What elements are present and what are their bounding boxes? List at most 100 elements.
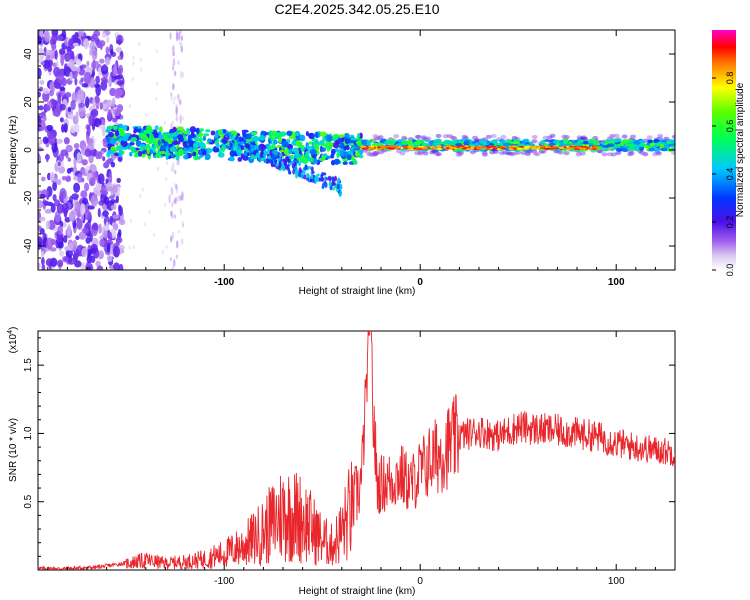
spectrogram-cell (181, 238, 184, 245)
spectrogram-cell (334, 175, 337, 182)
spectrogram-cell (174, 139, 178, 146)
spectrogram-cell (140, 133, 148, 140)
spectrogram-cell (177, 60, 180, 65)
spectrogram-cell (165, 177, 168, 182)
spectrogram-cell (357, 133, 361, 139)
spectrogram-cell (228, 140, 232, 144)
spectrogram-cell (531, 135, 538, 139)
spectrogram-cell (118, 218, 126, 226)
spectrogram-cell (180, 70, 183, 79)
spectrogram-cell (209, 148, 214, 152)
spectrogram-cell (383, 145, 391, 148)
spectrogram-cell (338, 134, 346, 138)
spectrogram-cell (308, 132, 315, 140)
spectrogram-cell (73, 182, 81, 193)
spectrogram-cell (530, 146, 535, 149)
spectrogram-cell (342, 161, 348, 166)
spectrogram-cell (56, 138, 63, 144)
spectrogram-cell (480, 141, 486, 144)
spectrogram-cell (52, 181, 57, 192)
spectrogram-cell (52, 194, 57, 202)
spectrogram-cell (299, 134, 304, 140)
spectrogram-cell (98, 66, 102, 77)
spectrogram-cell (535, 145, 540, 148)
spectrogram-cell (84, 182, 90, 192)
spectrogram-cell (339, 153, 345, 157)
spectrogram-cell (464, 145, 470, 148)
spectrogram-cell (179, 114, 182, 124)
spectrogram-cell (39, 139, 43, 145)
spectrogram-cell (172, 161, 175, 172)
spectrogram-cell (258, 135, 266, 141)
spectrogram-cell (490, 133, 497, 138)
spectrogram-cell (106, 242, 111, 253)
spectrogram-cell (266, 147, 270, 154)
spectrogram-cell (677, 144, 684, 148)
colorbar-tick-label: 0.8 (725, 72, 735, 85)
spectrogram-cell (138, 150, 143, 157)
spectrogram-cell (97, 207, 101, 218)
spectrogram-cell (99, 239, 106, 247)
spectrogram-cell (99, 42, 103, 51)
spectrogram-cell (415, 147, 419, 150)
spectrogram-cell (603, 148, 608, 152)
spectrogram-cell (531, 139, 538, 144)
spectrogram-cell (326, 155, 331, 159)
spectrogram-cell (129, 141, 135, 146)
spectrogram-cell (274, 151, 278, 158)
spectrogram-cell (298, 150, 302, 155)
spectrogram-cell (243, 139, 247, 145)
spectrogram-cell (122, 124, 128, 131)
spectrogram-cell (81, 159, 88, 166)
spectrogram-cell (498, 151, 505, 156)
spectrogram-cell (115, 130, 120, 137)
spectrogram-cell (110, 199, 117, 204)
spectrogram-cell (177, 97, 180, 102)
spectrogram-cell (173, 198, 176, 205)
spectrogram-cell (60, 54, 65, 67)
spectrogram-cell (290, 156, 294, 160)
spectrogram-cell (358, 154, 364, 159)
spectrogram-cell (99, 102, 103, 110)
spectrogram-cell (285, 156, 289, 161)
spectrogram-cell (610, 140, 616, 144)
spectrogram-cell (42, 88, 50, 95)
spectrogram-cell (508, 146, 512, 148)
spectrogram-cell (89, 41, 96, 52)
spectrogram-cell (170, 235, 173, 243)
spectrogram-cell (154, 125, 159, 131)
spectrogram-cell (406, 140, 414, 145)
spectrogram-cell (673, 143, 675, 146)
spectrogram-cell (110, 204, 117, 210)
spectrogram-cell (145, 113, 148, 118)
spectrogram-cell (402, 145, 408, 148)
spectrogram-cell (539, 141, 546, 146)
spectrogram-cell (286, 164, 290, 169)
spectrogram-cell (336, 185, 340, 190)
spectrogram-cell (436, 145, 442, 148)
spectrogram-cell (336, 151, 340, 159)
spectrogram-cell (141, 187, 144, 192)
spectrogram-cell (171, 66, 175, 71)
spectrogram-cell (288, 170, 292, 175)
spectrogram-cell (189, 126, 197, 133)
spectrogram-cell (78, 102, 86, 108)
spectrogram-cell (313, 157, 318, 164)
spectrogram-cell (279, 153, 283, 158)
spectrogram-cell (210, 130, 216, 136)
spectrogram-cell (164, 152, 171, 157)
spectrogram-cell (148, 209, 151, 214)
spectrogram-cell (638, 139, 646, 143)
colorbar-tick-label: 0.6 (725, 120, 735, 133)
spectrogram-cell (128, 245, 131, 250)
spectrogram-cell (41, 200, 49, 205)
spectrogram-cell (48, 133, 56, 146)
spectrogram-cell (523, 145, 531, 148)
spectrogram-cell (45, 237, 54, 250)
spectrogram-cell (38, 47, 44, 53)
spectrogram-cell (67, 106, 72, 113)
spectrogram-cell (320, 173, 324, 178)
snr-series-line (38, 331, 675, 570)
snr-xlabel: Height of straight line (km) (299, 586, 416, 597)
spectrogram-cell (671, 146, 675, 149)
